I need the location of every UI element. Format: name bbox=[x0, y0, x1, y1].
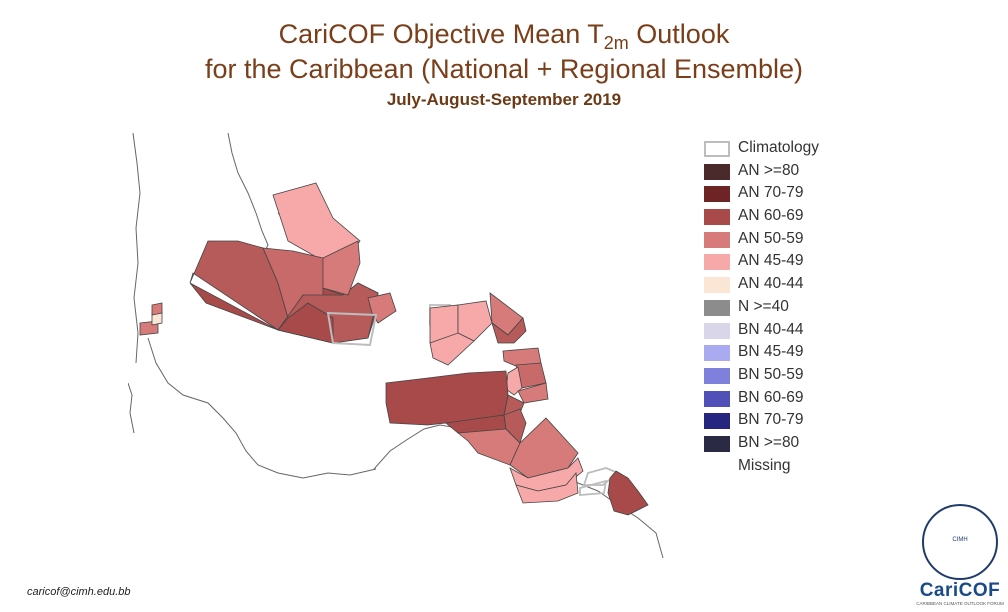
legend-swatch bbox=[704, 322, 730, 339]
legend-item: Missing bbox=[704, 456, 854, 479]
region-greater-antilles bbox=[189, 240, 397, 344]
legend-label: AN 60-69 bbox=[738, 207, 804, 225]
region-antigua bbox=[491, 317, 527, 344]
region-south bbox=[385, 370, 527, 466]
chart-title-line1: CariCOF Objective Mean T2m Outlook bbox=[278, 19, 730, 53]
legend-item: BN 70-79 bbox=[704, 410, 854, 433]
gulf-coast bbox=[128, 382, 135, 434]
region-belize bbox=[139, 302, 163, 336]
legend-item: BN >=80 bbox=[704, 433, 854, 456]
region-belize-south bbox=[151, 302, 163, 316]
legend-swatch bbox=[704, 345, 730, 362]
legend-swatch bbox=[704, 390, 730, 407]
legend-item: N >=40 bbox=[704, 297, 854, 320]
region-leeward-central bbox=[457, 300, 493, 342]
region-st-vincent bbox=[517, 382, 549, 404]
legend-item: AN 45-49 bbox=[704, 251, 854, 274]
legend-label: AN >=80 bbox=[738, 161, 800, 179]
region-windward bbox=[502, 347, 549, 419]
title-subscript: 2m bbox=[603, 33, 629, 53]
legend-swatch bbox=[704, 141, 730, 157]
cimh-seal: CIMH bbox=[922, 504, 998, 580]
legend-swatch bbox=[704, 435, 730, 452]
legend-label: BN 50-59 bbox=[738, 365, 804, 383]
legend-item: AN 60-69 bbox=[704, 206, 854, 229]
legend-label: BN 45-49 bbox=[738, 343, 804, 361]
legend-label: Missing bbox=[738, 456, 791, 474]
region-missing-suriname-2 bbox=[579, 479, 608, 496]
footer-email: caricof@cimh.edu.bb bbox=[27, 586, 131, 598]
region-guiana-east bbox=[607, 470, 649, 516]
legend-label: AN 45-49 bbox=[738, 252, 804, 270]
region-turks-caicos bbox=[322, 240, 361, 296]
region-virgin-islands bbox=[429, 332, 475, 366]
legend: Climatology AN >=80 AN 70-79 AN 60-69 AN 50-… bbox=[704, 138, 854, 478]
legend-swatch bbox=[704, 231, 730, 248]
legend-swatch bbox=[704, 413, 730, 430]
region-jamaica bbox=[277, 302, 334, 344]
legend-label: AN 40-44 bbox=[738, 275, 804, 293]
chart-title-line2: for the Caribbean (National + Regional E… bbox=[204, 54, 804, 84]
caricof-logo: CIMH CariCOF CARIBBEAN CLIMATE OUTLOOK F… bbox=[914, 504, 1006, 608]
logo-tagline: CARIBBEAN CLIMATE OUTLOOK FORUM bbox=[916, 601, 1004, 606]
legend-label: Climatology bbox=[738, 139, 819, 156]
logo-brand: CariCOF bbox=[919, 580, 1001, 601]
legend-swatch bbox=[704, 367, 730, 384]
legend-swatch bbox=[704, 163, 730, 180]
legend-item: AN >=80 bbox=[704, 161, 854, 184]
legend-swatch bbox=[704, 186, 730, 203]
region-tobago bbox=[503, 408, 527, 444]
region-trinidad bbox=[456, 428, 521, 466]
legend-swatch bbox=[704, 254, 730, 271]
region-guyanas bbox=[509, 417, 649, 516]
legend-item: BN 45-49 bbox=[704, 342, 854, 365]
legend-item: BN 40-44 bbox=[704, 320, 854, 343]
legend-item: AN 70-79 bbox=[704, 183, 854, 206]
legend-label: AN 50-59 bbox=[738, 229, 804, 247]
region-guyana-south bbox=[515, 472, 579, 504]
legend-item: AN 50-59 bbox=[704, 229, 854, 252]
legend-swatch bbox=[704, 277, 730, 294]
legend-label: BN 40-44 bbox=[738, 320, 804, 338]
legend-label: BN 60-69 bbox=[738, 388, 804, 406]
legend-item: AN 40-44 bbox=[704, 274, 854, 297]
legend-item: Climatology bbox=[704, 138, 854, 161]
florida-coast bbox=[132, 133, 269, 364]
legend-item: BN 50-59 bbox=[704, 365, 854, 388]
legend-swatch bbox=[704, 209, 730, 226]
legend-label: N >=40 bbox=[738, 297, 789, 315]
region-missing-south bbox=[326, 311, 378, 347]
legend-swatch bbox=[704, 299, 730, 316]
legend-label: BN 70-79 bbox=[738, 411, 804, 429]
legend-label: AN 70-79 bbox=[738, 184, 804, 202]
central-america-coast bbox=[147, 337, 377, 479]
region-leeward bbox=[429, 292, 527, 366]
caribbean-outlook-map bbox=[128, 133, 664, 559]
logo-org: CIMH bbox=[952, 537, 968, 543]
chart-period: July-August-September 2019 bbox=[386, 90, 622, 109]
legend-label: BN >=80 bbox=[738, 433, 800, 451]
legend-item: BN 60-69 bbox=[704, 388, 854, 411]
